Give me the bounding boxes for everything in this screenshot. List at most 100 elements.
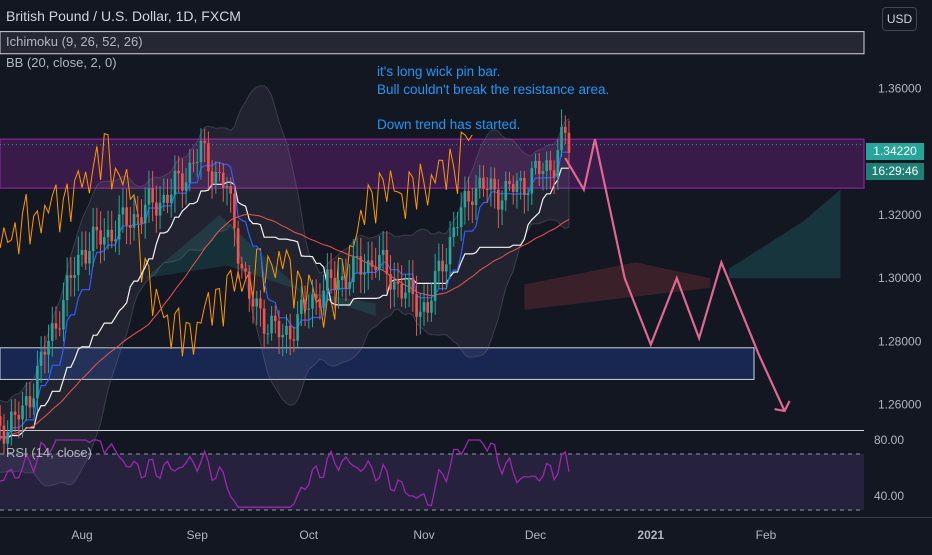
candle-body [32,398,35,408]
candle-body [95,226,99,231]
candle-body [374,266,377,270]
candle-body [392,281,396,290]
zone-band [0,31,865,55]
candle-body [151,188,154,203]
candle-body [303,299,307,310]
candle-body [400,283,403,299]
candle-body [385,249,389,275]
time-tick-label: Feb [756,528,777,542]
candle-body [236,228,240,264]
candle-body [471,201,474,205]
candle-body [58,328,61,330]
ichimoku-legend[interactable]: Ichimoku (9, 26, 52, 26) [6,34,143,49]
candle-body [62,300,65,330]
candle-body [415,294,418,317]
candle-body [567,132,571,153]
candle-body [318,298,322,308]
candle-body [0,416,2,426]
candle-body [203,140,206,144]
candle-body [448,237,452,265]
bollinger-legend[interactable]: BB (20, close, 2, 0) [6,55,117,70]
candle-body [21,405,24,420]
candle-body [199,140,203,163]
candle-body [65,275,69,301]
candle-body [500,200,504,210]
candle-body [333,277,337,290]
candle-body [314,294,318,299]
candle-body [355,256,359,258]
candle-body [13,411,17,415]
candle-body [233,193,236,229]
zone-support [0,347,755,380]
candle-body [17,414,21,420]
candle-body [47,340,50,355]
time-tick-label: Dec [525,528,546,542]
candle-body [437,260,441,272]
candle-body [519,177,522,181]
candle-body [103,237,106,245]
candle-body [370,260,374,267]
ichimoku-cloud-red [524,262,711,310]
candle-body [177,170,180,174]
candle-body [556,150,560,178]
candle-body [340,276,344,281]
candle-body [511,184,515,192]
candle-body [300,299,303,315]
currency-button[interactable]: USD [882,7,917,31]
candle-body [132,214,136,228]
candle-body [352,257,355,282]
candle-body [110,229,114,242]
candle-body [292,339,296,341]
candle-body [259,298,262,309]
symbol-title[interactable]: British Pound / U.S. Dollar, 1D, FXCM [6,8,241,24]
candle-body [266,333,270,335]
candle-body [24,396,28,406]
candle-body [274,315,277,321]
candle-body [36,365,39,399]
candle-body [526,193,530,196]
candle-body [117,214,121,240]
rsi-legend[interactable]: RSI (14, close) [6,445,92,460]
candle-body [433,271,437,301]
candle-body [285,325,288,335]
candle-body [129,225,132,228]
candle-body [348,281,351,289]
candle-body [188,162,192,183]
moving-average-line [0,213,570,438]
candle-body [549,160,552,171]
price-tick-label: 1.36000 [878,82,922,96]
candle-body [296,314,299,341]
candle-body [229,186,232,194]
candle-body [262,308,266,334]
candle-body [504,180,508,201]
candle-body [552,170,556,178]
candle-body [143,204,147,224]
annotation-line-3: Down trend has started. [377,117,521,132]
candle-body [169,194,173,204]
candle-body [497,189,500,210]
candle-body [99,230,102,245]
candle-body [80,249,84,255]
candle-body [2,425,6,444]
candle-body [489,178,493,190]
price-tick-label: 1.26000 [878,398,922,412]
candle-body [270,315,273,334]
rsi-line [0,439,570,508]
candle-body [84,249,88,264]
candle-body [430,300,433,313]
time-tick-label: Sep [187,528,209,542]
candle-body [43,351,47,355]
candle-body [140,217,143,224]
candle-body [329,269,333,278]
candle-body [214,171,218,185]
candle-body [478,177,482,189]
candle-body [147,188,151,205]
candle-body [166,194,169,204]
price-tick-label: 1.32000 [878,208,922,222]
candle-body [534,160,537,169]
candle-body [221,172,225,189]
candle-body [277,320,281,338]
candle-body [192,162,195,164]
